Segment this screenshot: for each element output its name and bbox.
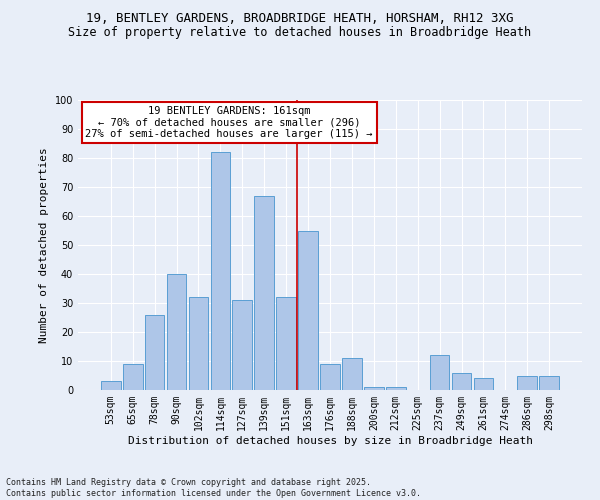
- Bar: [539, 376, 559, 390]
- Bar: [473, 378, 493, 390]
- Y-axis label: Number of detached properties: Number of detached properties: [39, 147, 49, 343]
- Bar: [517, 376, 537, 390]
- Text: Size of property relative to detached houses in Broadbridge Heath: Size of property relative to detached ho…: [68, 26, 532, 39]
- Bar: [342, 358, 362, 390]
- Bar: [254, 196, 274, 390]
- Text: 19, BENTLEY GARDENS, BROADBRIDGE HEATH, HORSHAM, RH12 3XG: 19, BENTLEY GARDENS, BROADBRIDGE HEATH, …: [86, 12, 514, 26]
- Bar: [276, 297, 296, 390]
- Text: Contains HM Land Registry data © Crown copyright and database right 2025.
Contai: Contains HM Land Registry data © Crown c…: [6, 478, 421, 498]
- Bar: [188, 297, 208, 390]
- Bar: [364, 387, 384, 390]
- Bar: [232, 300, 252, 390]
- Bar: [430, 355, 449, 390]
- Bar: [167, 274, 187, 390]
- Bar: [298, 230, 318, 390]
- Text: 19 BENTLEY GARDENS: 161sqm
← 70% of detached houses are smaller (296)
27% of sem: 19 BENTLEY GARDENS: 161sqm ← 70% of deta…: [85, 106, 373, 139]
- Bar: [386, 387, 406, 390]
- Bar: [211, 152, 230, 390]
- Bar: [123, 364, 143, 390]
- Bar: [452, 372, 472, 390]
- X-axis label: Distribution of detached houses by size in Broadbridge Heath: Distribution of detached houses by size …: [128, 436, 533, 446]
- Bar: [320, 364, 340, 390]
- Bar: [145, 314, 164, 390]
- Bar: [101, 382, 121, 390]
